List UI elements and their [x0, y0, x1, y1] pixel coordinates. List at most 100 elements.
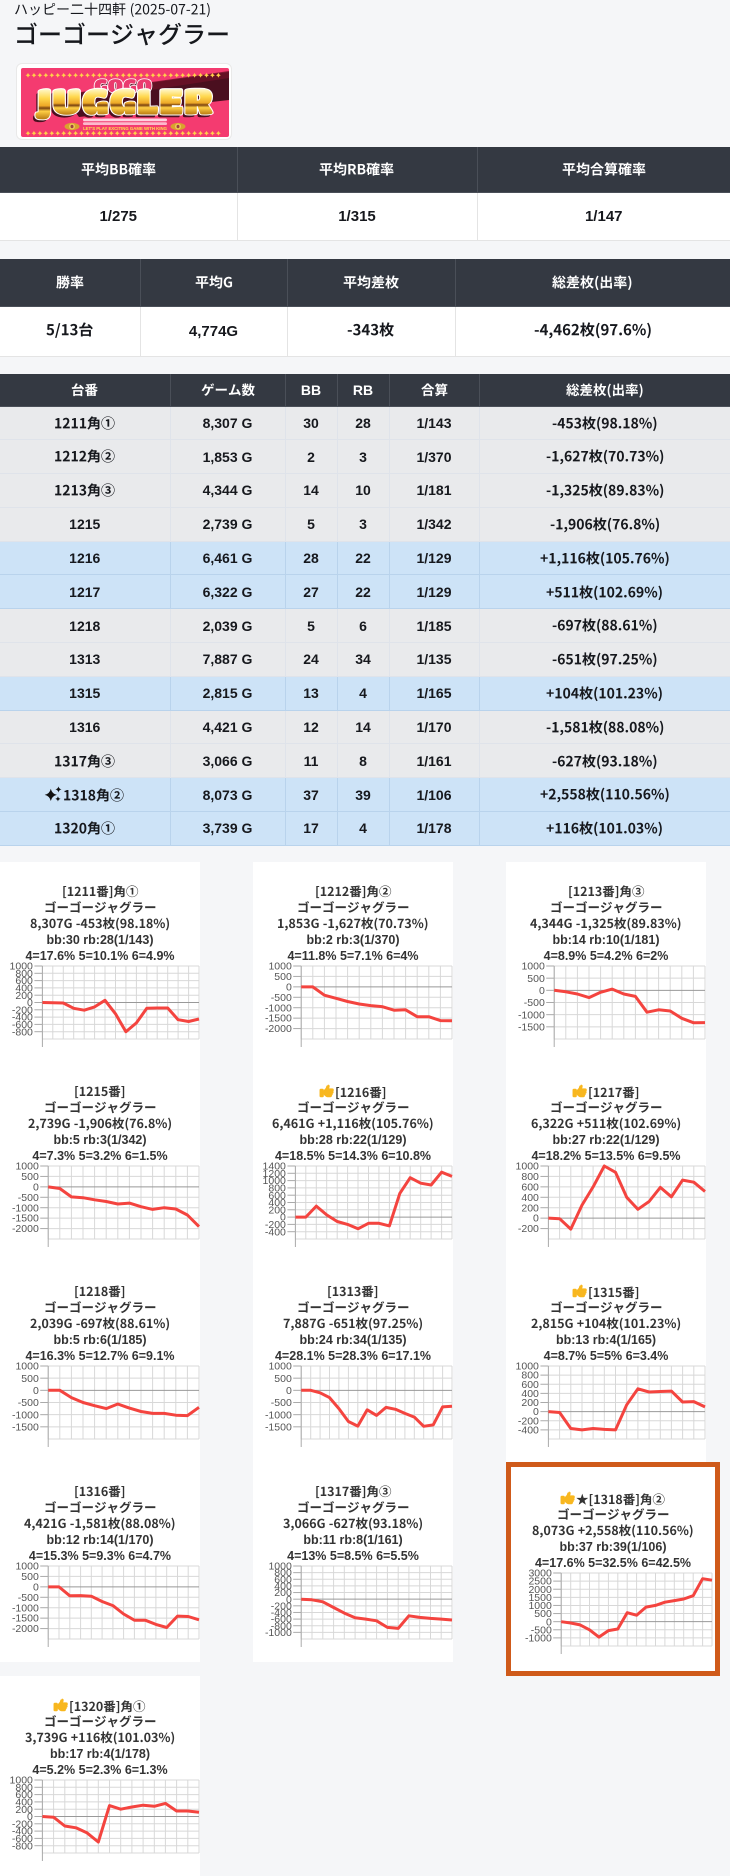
svg-text:-1500: -1500: [518, 1021, 545, 1033]
svg-text:-1500: -1500: [12, 1613, 39, 1625]
svg-text:1400: 1400: [263, 1160, 287, 1172]
svg-text:200: 200: [521, 1397, 539, 1409]
svg-text:600: 600: [15, 1789, 33, 1801]
svg-text:-400: -400: [12, 1826, 33, 1838]
svg-text:-500: -500: [18, 1592, 39, 1604]
svg-text:1000: 1000: [10, 1774, 34, 1786]
svg-text:500: 500: [21, 1571, 39, 1583]
svg-text:-600: -600: [12, 1019, 33, 1031]
svg-text:0: 0: [546, 1616, 552, 1628]
svg-text:200: 200: [274, 1587, 292, 1599]
svg-text:1000: 1000: [268, 960, 292, 972]
svg-text:1000: 1000: [268, 1360, 292, 1372]
svg-text:-1500: -1500: [12, 1421, 39, 1433]
svg-text:2500: 2500: [528, 1576, 552, 1588]
svg-text:-600: -600: [12, 1833, 33, 1845]
svg-text:0: 0: [286, 1594, 292, 1606]
svg-text:500: 500: [274, 971, 292, 983]
svg-text:600: 600: [274, 1574, 292, 1586]
svg-text:0: 0: [33, 1385, 39, 1397]
svg-text:-400: -400: [265, 1226, 286, 1238]
svg-text:400: 400: [521, 1192, 539, 1204]
svg-text:1000: 1000: [268, 1560, 292, 1572]
svg-text:-600: -600: [271, 1614, 292, 1626]
svg-text:0: 0: [533, 1406, 539, 1418]
svg-text:200: 200: [15, 990, 33, 1002]
svg-text:400: 400: [268, 1197, 286, 1209]
svg-text:2000: 2000: [528, 1584, 552, 1596]
svg-text:0: 0: [286, 981, 292, 993]
svg-text:1000: 1000: [528, 1600, 552, 1612]
svg-text:-200: -200: [518, 1223, 539, 1235]
svg-text:600: 600: [268, 1190, 286, 1202]
svg-text:500: 500: [527, 973, 545, 985]
svg-text:800: 800: [15, 968, 33, 980]
svg-text:0: 0: [280, 1212, 286, 1224]
svg-text:1000: 1000: [15, 1360, 39, 1372]
svg-text:-800: -800: [271, 1620, 292, 1632]
svg-text:400: 400: [15, 1796, 33, 1808]
svg-text:800: 800: [15, 1782, 33, 1794]
svg-text:600: 600: [15, 975, 33, 987]
svg-text:1000: 1000: [15, 1160, 39, 1172]
svg-text:-500: -500: [271, 992, 292, 1004]
svg-text:1200: 1200: [263, 1168, 287, 1180]
svg-text:-1000: -1000: [12, 1202, 39, 1214]
svg-text:1500: 1500: [528, 1592, 552, 1604]
svg-text:0: 0: [27, 1811, 33, 1823]
svg-text:-1000: -1000: [265, 1002, 292, 1014]
svg-text:1000: 1000: [516, 1160, 540, 1172]
svg-text:-1500: -1500: [12, 1213, 39, 1225]
svg-text:0: 0: [286, 1385, 292, 1397]
svg-text:800: 800: [521, 1171, 539, 1183]
svg-text:400: 400: [274, 1580, 292, 1592]
svg-text:500: 500: [534, 1608, 552, 1620]
svg-text:-1000: -1000: [525, 1632, 552, 1644]
svg-text:0: 0: [539, 985, 545, 997]
svg-text:-1500: -1500: [265, 1421, 292, 1433]
svg-text:-1000: -1000: [265, 1627, 292, 1639]
svg-text:-1000: -1000: [265, 1409, 292, 1421]
svg-text:-1000: -1000: [12, 1409, 39, 1421]
svg-text:200: 200: [268, 1204, 286, 1216]
svg-text:800: 800: [521, 1370, 539, 1382]
svg-text:-500: -500: [18, 1192, 39, 1204]
svg-text:-2000: -2000: [265, 1023, 292, 1035]
svg-text:500: 500: [21, 1171, 39, 1183]
svg-text:-1500: -1500: [265, 1013, 292, 1025]
svg-text:-400: -400: [271, 1607, 292, 1619]
svg-text:400: 400: [521, 1388, 539, 1400]
svg-text:200: 200: [521, 1202, 539, 1214]
svg-text:-200: -200: [518, 1415, 539, 1427]
svg-text:600: 600: [521, 1379, 539, 1391]
svg-text:500: 500: [274, 1373, 292, 1385]
svg-text:600: 600: [521, 1181, 539, 1193]
svg-text:-2000: -2000: [12, 1223, 39, 1235]
svg-text:-500: -500: [18, 1397, 39, 1409]
svg-text:-400: -400: [518, 1424, 539, 1436]
svg-text:-200: -200: [12, 1004, 33, 1016]
svg-text:-200: -200: [265, 1219, 286, 1231]
svg-text:LET'S PLAY EXCITING GAME WITH: LET'S PLAY EXCITING GAME WITH KING: [83, 126, 168, 131]
svg-text:500: 500: [21, 1373, 39, 1385]
svg-text:800: 800: [274, 1567, 292, 1579]
svg-text:-500: -500: [531, 1624, 552, 1636]
svg-text:-800: -800: [12, 1026, 33, 1038]
svg-text:200: 200: [15, 1804, 33, 1816]
svg-text:800: 800: [268, 1182, 286, 1194]
svg-text:0: 0: [533, 1213, 539, 1225]
svg-text:1000: 1000: [516, 1360, 540, 1372]
svg-text:-1000: -1000: [12, 1602, 39, 1614]
svg-text:-2000: -2000: [12, 1623, 39, 1635]
svg-text:1000: 1000: [10, 960, 34, 972]
svg-text:0: 0: [33, 1581, 39, 1593]
svg-text:1000: 1000: [15, 1560, 39, 1572]
svg-text:400: 400: [15, 982, 33, 994]
svg-text:-800: -800: [12, 1840, 33, 1852]
svg-text:0: 0: [27, 997, 33, 1009]
svg-text:1000: 1000: [521, 960, 545, 972]
svg-text:0: 0: [33, 1181, 39, 1193]
svg-text:3000: 3000: [528, 1567, 552, 1579]
svg-text:-200: -200: [12, 1818, 33, 1830]
svg-text:1000: 1000: [263, 1175, 287, 1187]
